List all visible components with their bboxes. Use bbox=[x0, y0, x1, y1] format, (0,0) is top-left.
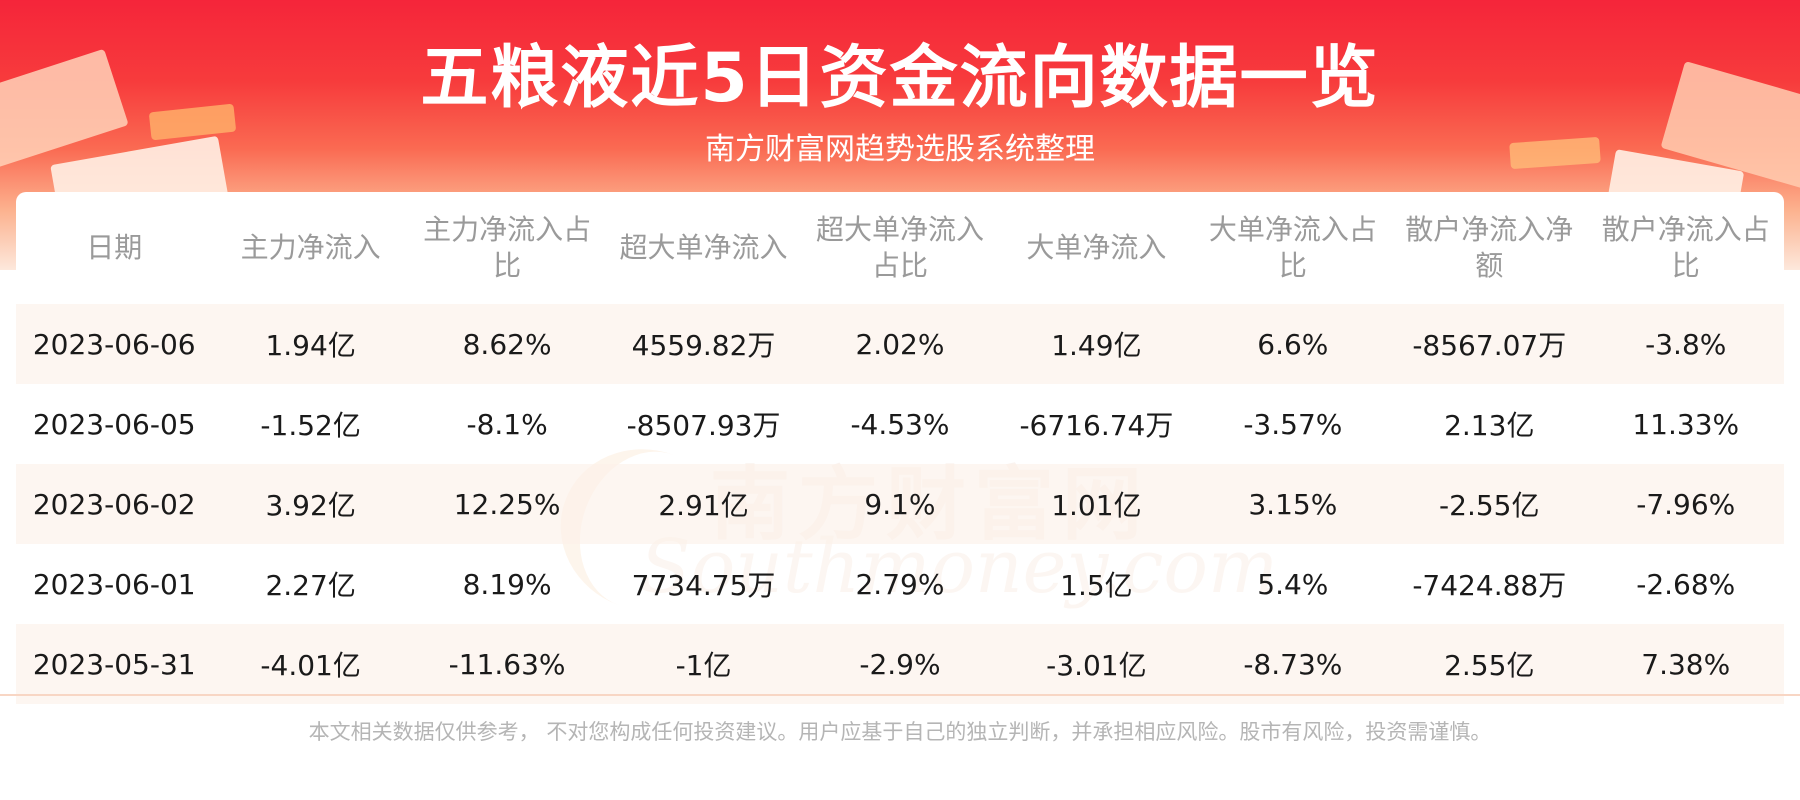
table-cell: 2023-06-02 bbox=[16, 464, 213, 544]
table-cell: -11.63% bbox=[408, 624, 606, 704]
column-header-main-net-inflow: 主力净流入 bbox=[240, 231, 381, 264]
table-cell: -8.1% bbox=[408, 384, 606, 464]
fund-flow-table: 日期 主力净流入 主力净流入占比 超大单净流入 超大单净流入占比 大单净流入 大… bbox=[16, 192, 1784, 704]
table-cell: 7.38% bbox=[1587, 624, 1784, 704]
table-cell: 1.01亿 bbox=[998, 464, 1195, 544]
table-row: 2023-06-05 -1.52亿 -8.1% -8507.93万 -4.53%… bbox=[16, 384, 1784, 464]
table-cell: -1亿 bbox=[605, 624, 802, 704]
table-cell: 6.6% bbox=[1194, 304, 1392, 384]
table-cell: 8.62% bbox=[408, 304, 606, 384]
disclaimer-text: 本文相关数据仅供参考， 不对您构成任何投资建议。用户应基于自己的独立判断，并承担… bbox=[308, 720, 1492, 744]
table-cell: 2.55亿 bbox=[1391, 624, 1588, 704]
table-cell: 1.94亿 bbox=[212, 304, 409, 384]
table-cell: 2.27亿 bbox=[212, 544, 409, 624]
page-title: 五粮液近5日资金流向数据一览 bbox=[420, 39, 1380, 118]
table-row: 2023-06-02 3.92亿 12.25% 2.91亿 9.1% 1.01亿… bbox=[16, 464, 1784, 544]
table-cell: 3.15% bbox=[1194, 464, 1392, 544]
table-cell: 5.4% bbox=[1194, 544, 1392, 624]
table-cell: -3.57% bbox=[1194, 384, 1392, 464]
column-header-super-large-net-inflow-ratio: 超大单净流入占比 bbox=[815, 213, 984, 282]
table-cell: -8507.93万 bbox=[605, 384, 802, 464]
table-cell: -3.01亿 bbox=[998, 624, 1195, 704]
table-row: 2023-06-06 1.94亿 8.62% 4559.82万 2.02% 1.… bbox=[16, 304, 1784, 384]
table-cell: -4.53% bbox=[801, 384, 999, 464]
table-cell: 2023-06-01 bbox=[16, 544, 213, 624]
table-cell: -2.55亿 bbox=[1391, 464, 1588, 544]
table-cell: -1.52亿 bbox=[212, 384, 409, 464]
table-cell: 8.19% bbox=[408, 544, 606, 624]
footer-divider bbox=[0, 694, 1800, 696]
table-cell: 2023-06-05 bbox=[16, 384, 213, 464]
column-header-retail-net-inflow-ratio: 散户净流入占比 bbox=[1601, 213, 1770, 282]
column-header-retail-net-inflow: 散户净流入净额 bbox=[1405, 213, 1574, 282]
table-cell: -3.8% bbox=[1587, 304, 1784, 384]
column-header-large-net-inflow-ratio: 大单净流入占比 bbox=[1208, 213, 1377, 282]
table-cell: -6716.74万 bbox=[998, 384, 1195, 464]
table-cell: -4.01亿 bbox=[212, 624, 409, 704]
table-row: 2023-06-01 2.27亿 8.19% 7734.75万 2.79% 1.… bbox=[16, 544, 1784, 624]
column-header-date: 日期 bbox=[86, 231, 143, 264]
table-cell: 2023-05-31 bbox=[16, 624, 213, 704]
table-cell: 2023-06-06 bbox=[16, 304, 213, 384]
column-header-main-net-inflow-ratio: 主力净流入占比 bbox=[423, 213, 592, 282]
column-header-super-large-net-inflow: 超大单净流入 bbox=[619, 231, 788, 264]
table-cell: -8.73% bbox=[1194, 624, 1392, 704]
column-header-large-net-inflow: 大单净流入 bbox=[1026, 231, 1167, 264]
table-cell: 3.92亿 bbox=[212, 464, 409, 544]
table-header-row: 日期 主力净流入 主力净流入占比 超大单净流入 超大单净流入占比 大单净流入 大… bbox=[16, 192, 1784, 304]
table-cell: -2.68% bbox=[1587, 544, 1784, 624]
table-cell: 9.1% bbox=[801, 464, 999, 544]
table-cell: 2.91亿 bbox=[605, 464, 802, 544]
page-subtitle: 南方财富网趋势选股系统整理 bbox=[705, 132, 1095, 167]
table-cell: 2.79% bbox=[801, 544, 999, 624]
table-cell: -8567.07万 bbox=[1391, 304, 1588, 384]
table-cell: 7734.75万 bbox=[605, 544, 802, 624]
table-cell: 1.49亿 bbox=[998, 304, 1195, 384]
table-cell: -7.96% bbox=[1587, 464, 1784, 544]
table-cell: -7424.88万 bbox=[1391, 544, 1588, 624]
table-cell: 4559.82万 bbox=[605, 304, 802, 384]
table-cell: 1.5亿 bbox=[998, 544, 1195, 624]
table-cell: -2.9% bbox=[801, 624, 999, 704]
table-cell: 2.02% bbox=[801, 304, 999, 384]
table-cell: 2.13亿 bbox=[1391, 384, 1588, 464]
table-cell: 11.33% bbox=[1587, 384, 1784, 464]
table-cell: 12.25% bbox=[408, 464, 606, 544]
table-row: 2023-05-31 -4.01亿 -11.63% -1亿 -2.9% -3.0… bbox=[16, 624, 1784, 704]
